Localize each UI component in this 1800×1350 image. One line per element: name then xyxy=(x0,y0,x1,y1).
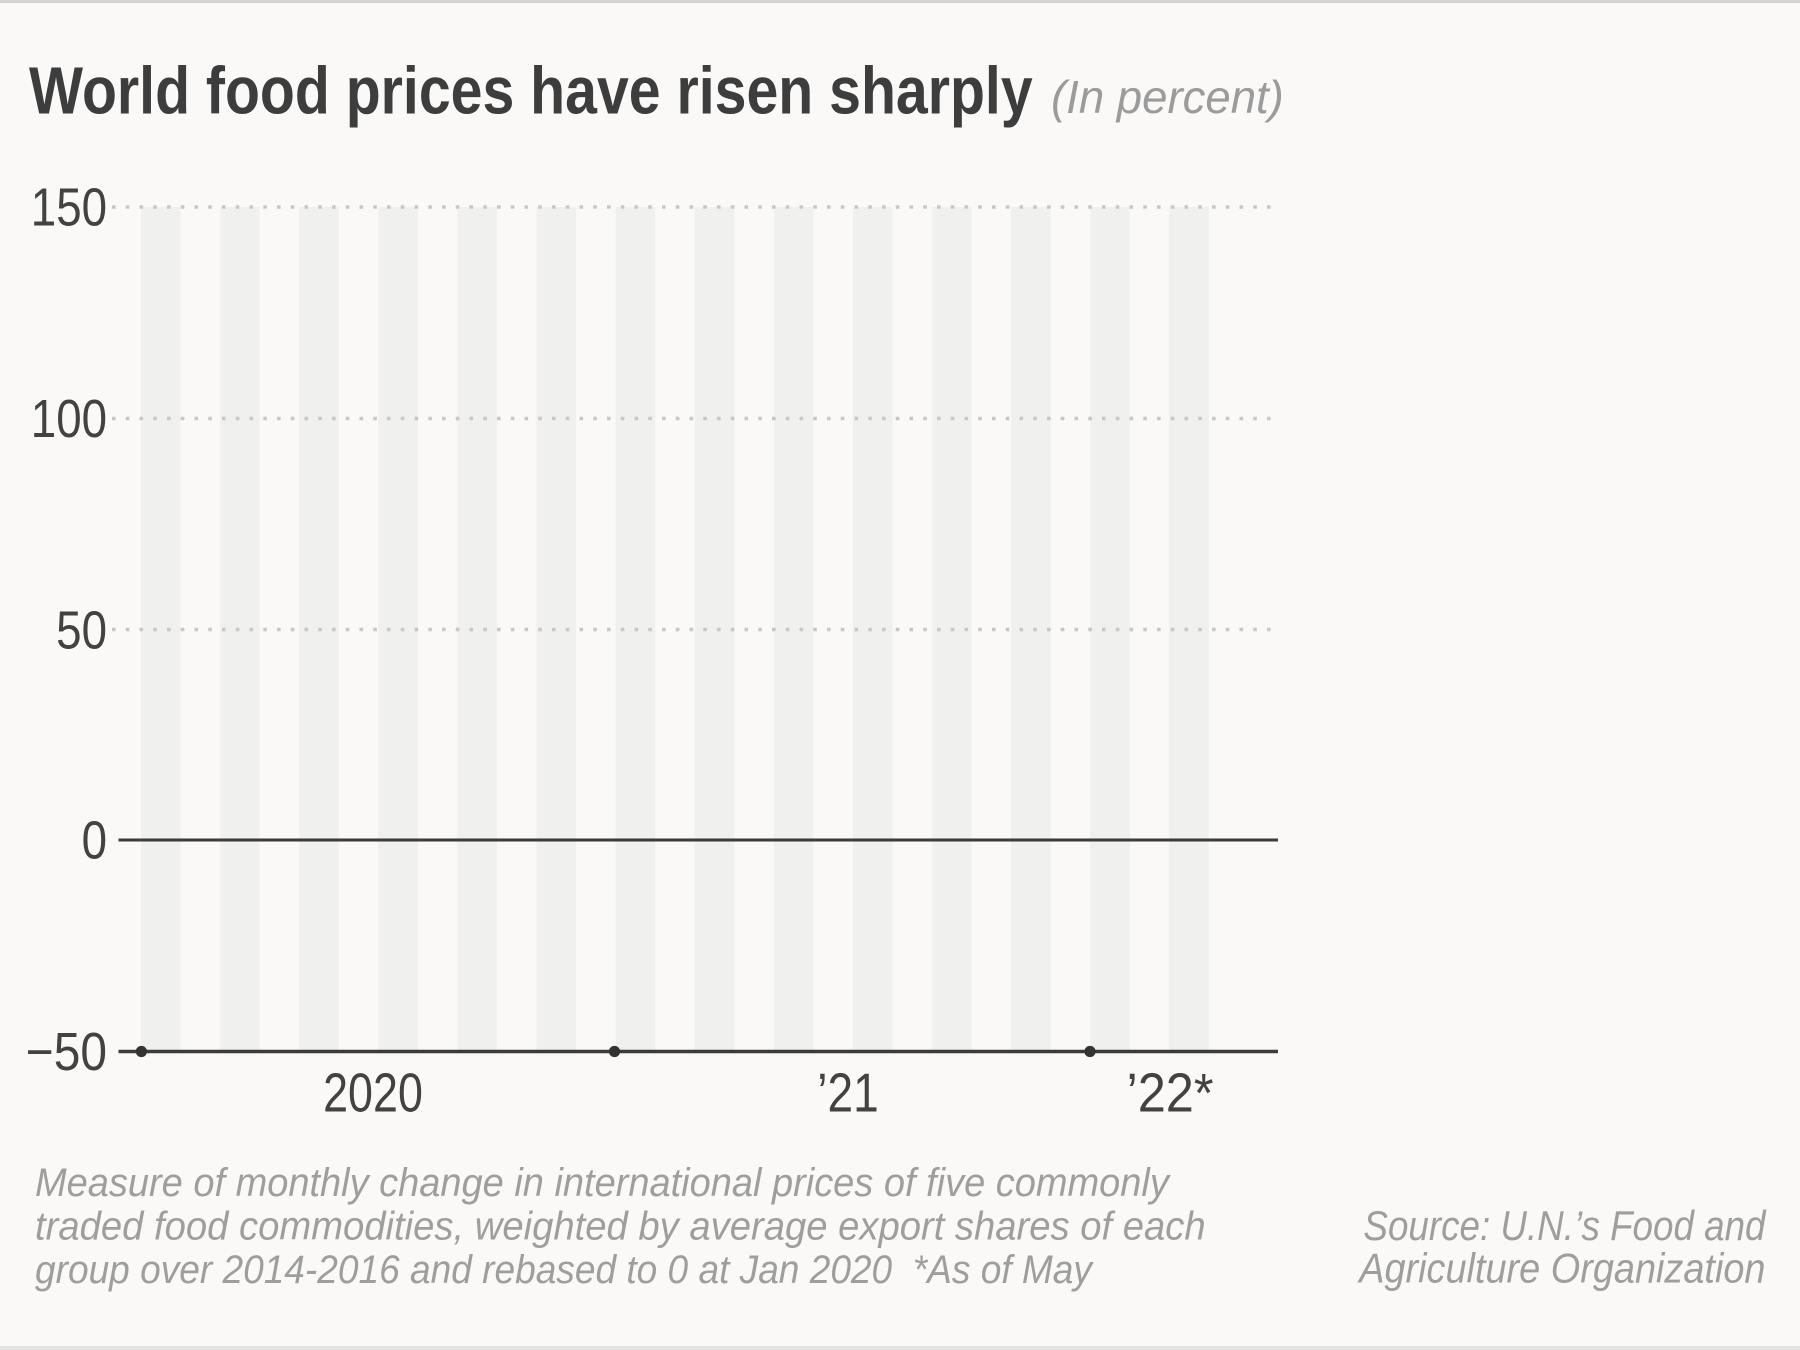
svg-text:’21: ’21 xyxy=(817,1062,878,1124)
svg-text:(In percent): (In percent) xyxy=(1051,72,1284,123)
svg-text:−50: −50 xyxy=(26,1021,107,1081)
svg-text:traded food commodities, weigh: traded food commodities, weighted by ave… xyxy=(35,1205,1206,1249)
svg-text:Source: U.N.’s Food and: Source: U.N.’s Food and xyxy=(1363,1203,1766,1250)
svg-text:100: 100 xyxy=(31,388,107,448)
svg-text:World food prices have risen s: World food prices have risen sharply xyxy=(29,54,1033,128)
svg-text:2020: 2020 xyxy=(323,1062,423,1123)
svg-text:0: 0 xyxy=(82,810,107,870)
svg-text:Agriculture Organization: Agriculture Organization xyxy=(1357,1246,1765,1292)
svg-text:150: 150 xyxy=(31,177,107,237)
svg-text:’22*: ’22* xyxy=(1126,1063,1213,1124)
svg-text:Measure of monthly change in i: Measure of monthly change in internation… xyxy=(35,1161,1171,1205)
svg-text:group over 2014-2016 and rebas: group over 2014-2016 and rebased to 0 at… xyxy=(35,1248,1095,1293)
svg-text:50: 50 xyxy=(56,600,107,660)
